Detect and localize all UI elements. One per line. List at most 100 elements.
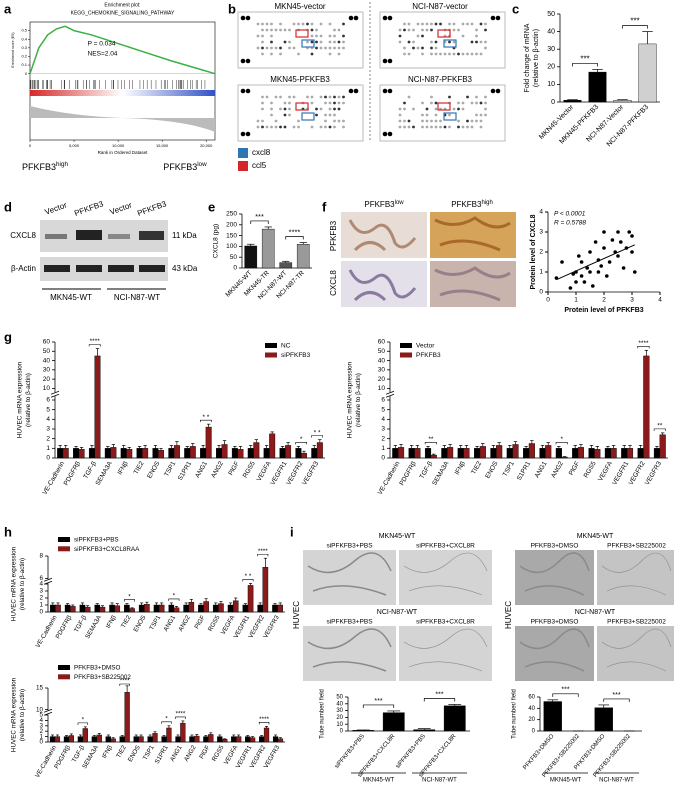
array-dot	[297, 52, 300, 56]
y-tick-label: 30	[547, 46, 555, 53]
y-axis-label: (relative to β-actin)	[19, 558, 26, 610]
legend-swatch	[265, 352, 277, 358]
array-dot	[288, 95, 291, 99]
bar	[212, 604, 219, 613]
array-dot	[270, 40, 273, 44]
label-sup: low	[197, 161, 207, 168]
array-dot	[283, 113, 287, 117]
array-dot	[452, 107, 456, 111]
significance-label: *	[173, 593, 176, 600]
bar	[200, 448, 207, 459]
array-dot	[466, 119, 469, 123]
tube-images: MKN45-WT siPFKFB3+PBS siPFKFB3+CXCL8R NCI-N…	[303, 533, 674, 681]
bar	[457, 448, 464, 459]
significance-label: ***	[612, 692, 620, 699]
point	[588, 270, 592, 274]
array-dot	[319, 46, 323, 50]
bar	[55, 604, 61, 613]
array-title: MKN45-vector	[274, 2, 325, 11]
y-tick-label: 0.5	[21, 28, 27, 33]
array-dot	[407, 125, 411, 129]
array-dot	[407, 40, 411, 44]
tube-network	[403, 628, 488, 672]
array-dot	[342, 125, 345, 129]
tissue	[348, 269, 417, 302]
ref-dot	[245, 88, 251, 94]
error-bar	[260, 735, 264, 737]
error-bar	[567, 99, 578, 101]
bar	[147, 736, 153, 743]
point	[602, 246, 606, 250]
y-tick-label: 1	[539, 269, 543, 276]
y-tick-label: 3	[46, 426, 50, 433]
array-dot	[256, 34, 260, 38]
array-dot	[430, 22, 433, 26]
error-bar	[181, 720, 185, 724]
y-axis-label: HUVEC mRNA expression	[17, 361, 24, 438]
array-dot	[342, 46, 345, 50]
bar	[142, 448, 149, 459]
bar	[272, 604, 278, 613]
error-bar	[56, 602, 60, 605]
array-dot	[279, 95, 282, 99]
array-dot	[265, 125, 269, 129]
bar	[88, 448, 95, 459]
point	[607, 260, 612, 264]
tissue	[348, 219, 417, 252]
array-dot	[319, 95, 323, 99]
error-bar	[58, 445, 62, 449]
significance-bracket	[119, 683, 130, 686]
error-bar	[51, 734, 54, 737]
y-axis-label: (relative to β-actin)	[25, 373, 32, 427]
array-dot	[333, 28, 336, 32]
array-dot	[466, 95, 469, 99]
array-dot	[457, 101, 460, 105]
error-bar	[508, 445, 512, 449]
error-bar	[296, 446, 301, 449]
array-dot	[283, 107, 287, 111]
error-bar	[617, 99, 628, 101]
y-tick-label: 200	[226, 222, 237, 229]
error-bar	[246, 735, 250, 737]
y-tick-label: 0	[551, 99, 555, 106]
group-label: PFKFB3high	[22, 161, 68, 172]
tube-network	[307, 628, 392, 672]
point	[579, 274, 584, 278]
bar	[261, 228, 275, 269]
y-tick-label: 30	[378, 367, 386, 374]
x-tick-label: siPFKFB3+PBS	[334, 733, 366, 769]
array-dot	[288, 113, 291, 117]
bar	[218, 603, 224, 613]
point	[585, 266, 589, 270]
error-bar	[111, 737, 115, 739]
error-bar	[243, 603, 247, 605]
blot-size: 43 kDa	[172, 264, 198, 273]
array-dot	[412, 46, 415, 50]
array-dot	[261, 40, 264, 44]
significance-bracket	[424, 442, 437, 445]
error-bar	[258, 602, 262, 605]
array-dot	[412, 28, 415, 32]
ref-dot	[490, 88, 496, 94]
array-dot	[434, 52, 438, 56]
array-dot	[403, 119, 406, 123]
lane-label: PFKFB3	[73, 199, 105, 218]
axis-break-mark	[385, 390, 395, 395]
error-bar	[442, 445, 447, 449]
array-dot	[398, 34, 402, 38]
array-dot	[337, 40, 341, 44]
panel-label: c	[512, 1, 519, 16]
array-dot	[403, 22, 406, 26]
stat-annotation: R = 0.5788	[554, 220, 586, 227]
array-dot	[279, 52, 282, 56]
legend-label: PFKFB3+DMSO	[74, 665, 120, 672]
array-dot	[274, 95, 278, 99]
array-dot	[430, 52, 433, 56]
error-bar	[254, 439, 258, 443]
array-dot	[333, 119, 336, 123]
array-dot	[333, 101, 336, 105]
array-dot	[407, 22, 411, 26]
array-dot	[470, 52, 474, 56]
array-dot	[270, 52, 273, 56]
array-dot	[261, 46, 264, 50]
